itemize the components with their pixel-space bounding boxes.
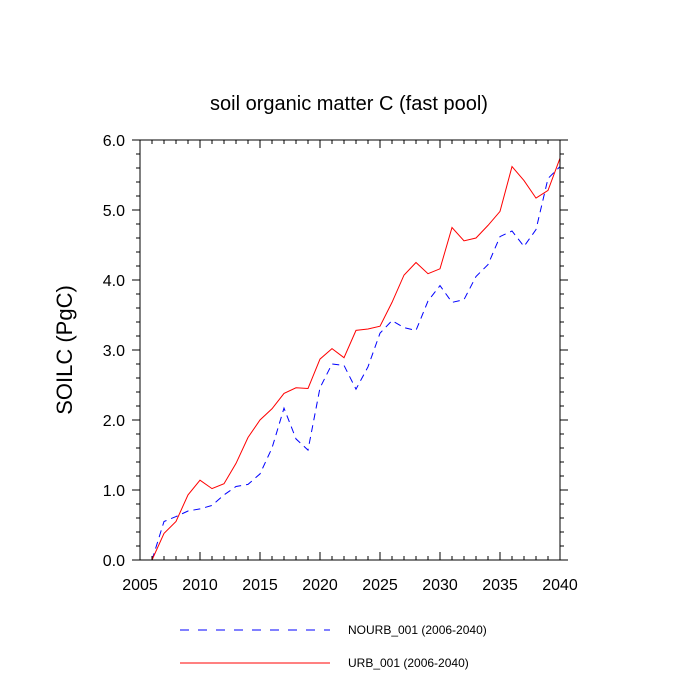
y-tick-label: 4.0 (103, 273, 125, 290)
y-tick-label: 0.0 (103, 553, 125, 570)
x-tick-label: 2015 (242, 577, 278, 594)
x-tick-label: 2020 (302, 577, 338, 594)
x-tick-label: 2025 (362, 577, 398, 594)
y-tick-label: 1.0 (103, 483, 125, 500)
y-tick-label: 5.0 (103, 203, 125, 220)
x-tick-label: 2005 (122, 577, 158, 594)
chart-title: soil organic matter C (fast pool) (210, 93, 488, 115)
x-tick-label: 2010 (182, 577, 218, 594)
legend-label-urb: URB_001 (2006-2040) (348, 656, 469, 670)
x-tick-label: 2040 (542, 577, 578, 594)
x-tick-label: 2035 (482, 577, 518, 594)
legend-label-nourb: NOURB_001 (2006-2040) (348, 623, 487, 637)
y-tick-label: 3.0 (103, 343, 125, 360)
y-tick-label: 2.0 (103, 413, 125, 430)
plot-frame (139, 139, 561, 561)
series-layer (151, 158, 561, 561)
legend: NOURB_001 (2006-2040) URB_001 (2006-2040… (180, 623, 487, 670)
series-line-urb-001 (151, 158, 561, 561)
axis-ticks: 2005 2010 2015 2020 2025 2030 2035 2040 0.0 1.0 2.… (103, 133, 578, 594)
y-tick-label: 6.0 (103, 133, 125, 150)
series-line-nourb-001 (151, 166, 561, 561)
x-tick-label: 2030 (422, 577, 458, 594)
y-axis-label: SOILC (PgC) (52, 285, 77, 415)
